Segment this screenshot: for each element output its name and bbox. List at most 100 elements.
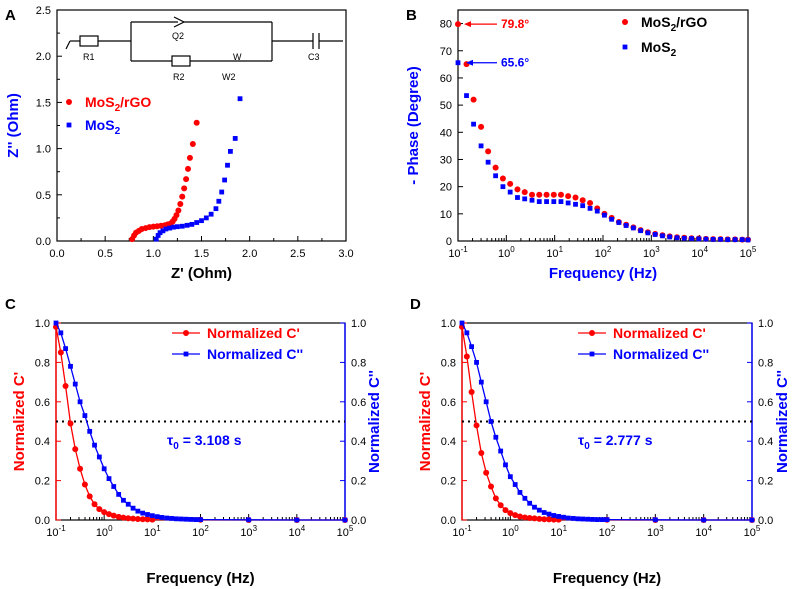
x-axis-label: Frequency (Hz) — [553, 570, 661, 587]
data-point-square — [111, 484, 117, 489]
legend-marker — [589, 330, 595, 336]
data-point-square — [174, 516, 179, 522]
series-mos2-rgo — [129, 119, 200, 243]
data-point-square — [609, 216, 615, 222]
legend-label: MoS2/rGO — [641, 14, 707, 34]
plot-frame — [457, 9, 749, 242]
resistor-r1 — [79, 35, 99, 47]
tau-annotation: τ0 = 3.108 s — [167, 432, 242, 452]
data-point-square — [53, 320, 59, 326]
y-tick-label-left: 1.0 — [441, 318, 456, 330]
data-point-square — [92, 442, 97, 448]
data-point-circle — [478, 450, 485, 457]
data-point-square — [739, 237, 745, 243]
data-point-square — [159, 515, 165, 520]
data-point-square — [507, 189, 513, 195]
y-axis-label-left: Normalized C' — [417, 372, 434, 471]
panel-b: B 10-1 100 101 102 103 104 105 0 10 20 30 40 50 60 70 80… — [405, 7, 757, 282]
data-point-square — [493, 173, 499, 179]
y-tick-label: 70 — [440, 46, 452, 58]
data-point-circle — [516, 513, 523, 520]
data-point-circle — [536, 191, 543, 198]
data-point-square — [179, 223, 185, 229]
legend-marker — [589, 351, 595, 357]
circuit-label: W — [233, 52, 242, 62]
data-point-square — [558, 199, 564, 204]
data-point-circle — [144, 516, 151, 523]
data-point-square — [199, 218, 204, 224]
x-tick-label: 104 — [691, 245, 708, 260]
y-tick-label: 40 — [440, 127, 452, 139]
y-tick-label-left: 0.0 — [441, 515, 456, 527]
y-tick-label-right: 0.8 — [351, 357, 366, 369]
series-line — [461, 322, 752, 521]
x-tick-label: 105 — [740, 245, 757, 260]
y-tick-label-left: 0.4 — [35, 436, 50, 448]
y-tick-label-right: 0.4 — [351, 436, 366, 448]
data-point-circle — [531, 515, 538, 522]
data-point-circle — [468, 388, 475, 395]
data-point-square — [183, 516, 189, 522]
data-point-square — [222, 177, 228, 183]
x-tick-label: 10-1 — [448, 245, 468, 260]
data-point-square — [342, 517, 348, 523]
x-tick-label: 0.0 — [49, 248, 64, 260]
y-axis-label: - Phase (Degree) — [405, 66, 422, 184]
data-point-circle — [507, 510, 514, 517]
panel-label-a: A — [5, 7, 16, 24]
data-point-square — [219, 189, 225, 195]
data-point-square — [602, 212, 607, 218]
data-point-square — [225, 162, 230, 168]
data-point-circle — [512, 512, 519, 519]
data-point-square — [517, 490, 523, 495]
legend: Normalized C' Normalized C'' — [172, 325, 303, 362]
x-tick-label: 0.5 — [98, 248, 113, 260]
data-point-square — [565, 515, 571, 521]
legend-marker — [622, 44, 628, 50]
series-c-double-prime — [53, 320, 348, 523]
data-point-square — [194, 220, 200, 225]
y-tick-label-left: 0.2 — [35, 476, 50, 488]
y-tick-label-right: 0.2 — [758, 476, 773, 488]
data-point-square — [575, 516, 581, 522]
x-tick-label: 102 — [599, 524, 616, 539]
data-point-square — [471, 121, 476, 127]
data-point-circle — [96, 506, 103, 513]
y-tick-label: 60 — [440, 73, 452, 85]
y-tick-label: 1.0 — [36, 144, 51, 156]
data-point-circle — [455, 21, 461, 28]
data-point-square — [63, 346, 68, 352]
series-mos2-rgo — [455, 21, 751, 243]
data-point-square — [77, 399, 83, 405]
data-point-square — [667, 234, 673, 240]
data-point-square — [652, 517, 658, 523]
data-point-circle — [492, 495, 499, 502]
series-mos2 — [153, 96, 243, 242]
series-c-double-prime — [459, 320, 755, 523]
data-point-square — [198, 517, 203, 523]
data-point-square — [157, 230, 163, 236]
y-tick-label: 80 — [440, 19, 452, 31]
data-point-square — [96, 454, 102, 460]
data-point-circle — [546, 516, 553, 523]
y-tick-label: 2.0 — [36, 51, 51, 63]
annotation-phase-mos2: 65.6° — [501, 56, 529, 70]
data-point-circle — [81, 481, 88, 488]
data-point-square — [551, 199, 557, 204]
data-point-circle — [550, 191, 557, 198]
data-point-square — [551, 513, 557, 518]
equivalent-circuit — [65, 16, 343, 67]
data-point-circle — [473, 422, 480, 429]
data-point-square — [203, 215, 209, 221]
data-point-circle — [550, 516, 557, 523]
data-point-square — [529, 197, 535, 203]
data-point-square — [455, 60, 461, 66]
data-point-square — [58, 330, 64, 336]
data-point-square — [745, 237, 751, 243]
annotation-phase-rgo: 79.8° — [501, 17, 529, 31]
x-tick-label: 1.0 — [146, 248, 161, 260]
data-point-circle — [130, 515, 137, 522]
data-point-square — [573, 201, 578, 207]
data-point-square — [228, 148, 233, 154]
data-point-circle — [173, 212, 180, 219]
